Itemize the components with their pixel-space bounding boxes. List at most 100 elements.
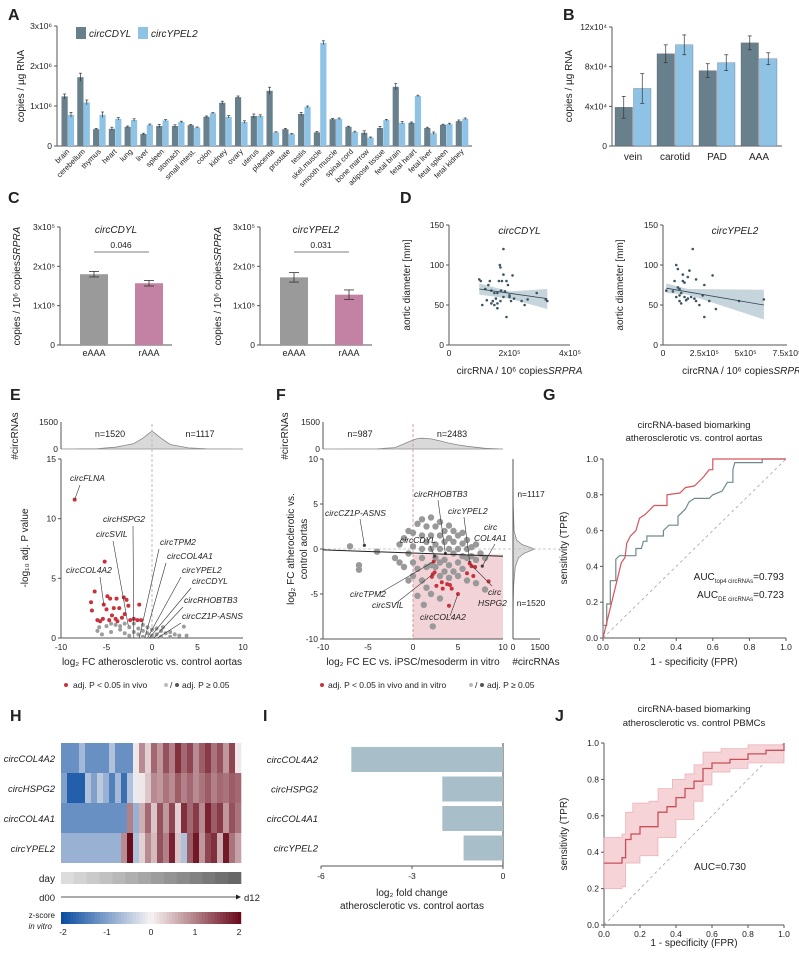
d1-title: circCDYL [498,226,540,237]
e-point-nonsignificant [97,625,102,630]
j-diagonal-reference [603,742,785,926]
e-point-significant [105,594,110,599]
c2-y-tick-label: 0 [250,340,255,350]
h-heatmap-cell [73,743,80,773]
h-heatmap-cell [199,803,206,833]
panel-letter-A: A [8,7,20,24]
h-heatmap-cell [67,743,74,773]
h-colorbar-cell [79,912,83,924]
f-point-nonsignificant [450,568,457,575]
e-legend-nonsignificant-marker-dark [175,683,179,687]
f-point-nonsignificant [427,514,435,521]
a-bar-circYPEL2 [383,120,390,146]
h-day-gradient-cell [73,872,88,884]
f-label-leader-line [379,561,434,594]
f-point-nonsignificant [445,545,453,553]
f-legend-nonsignificant-marker-dark [480,683,484,687]
e-x-tick-label: 10 [238,642,248,652]
e-point-significant [139,618,144,623]
h-colorbar-cell [169,912,173,924]
a-bar-circCDYL [424,128,431,146]
f-point-significant [471,574,476,578]
a-bar-circYPEL2 [194,127,201,146]
d1-data-point [496,306,499,310]
h-heatmap-cell [103,773,110,803]
e-gene-label: circHSPG2 [103,514,145,524]
a-bar-circCDYL [187,125,194,146]
c1-bar-eAAA [80,274,108,345]
f-point-nonsignificant [436,532,444,539]
f-x-tick-label: 0 [411,642,416,652]
d2-data-point [698,303,701,307]
d2-y-tick-label: 150 [644,220,658,230]
h-heatmap-cell [187,803,194,833]
g-x-tick-label: 1.0 [780,642,792,652]
e-n-right: n=1117 [186,429,215,439]
h-heatmap-cell [223,803,230,833]
c1-y-tick-label: 2x10⁵ [33,261,55,271]
a-bar-circYPEL2 [446,124,453,146]
h-row-label: circHSPG2 [8,784,56,795]
f-legend-separator: / [475,680,478,690]
d2-x-axis-label: circRNA / 10⁶ copiesSRPRA [682,366,799,377]
b-x-tick-label: AAA [749,152,769,163]
g-y-tick-label: 1.0 [586,454,598,464]
f-point-nonsignificant [346,543,354,550]
h-colorbar-cell [229,912,233,924]
e-legend-significant-label: adj. P < 0.05 in vivo [73,680,148,690]
h-heatmap-cell [139,743,146,773]
g-auc-label-top4-part: =0.793 [753,572,784,583]
h-heatmap-cell [85,803,92,833]
a-bar-circCDYL [361,132,368,146]
f-point-nonsignificant [414,520,421,527]
e-gene-label: circRHOBTB3 [184,595,238,605]
e-label-leader-line [112,540,129,627]
f-point-nonsignificant [418,532,426,539]
h-heatmap-cell [109,833,116,863]
d2-data-point [678,287,681,291]
c1-x-tick-label: rAAA [138,348,159,358]
d2-regression-line [666,287,764,306]
e-point-significant [102,559,107,564]
e-point-nonsignificant [145,625,150,630]
h-colorbar-cell [193,912,197,924]
d1-data-point [496,302,499,305]
g-y-tick-label: 0.6 [586,526,598,536]
d2-y-tick-label: 0 [653,340,658,350]
h-heatmap-cell [133,803,140,833]
a-y-tick-label: 0 [47,141,52,151]
i-x-axis-label: log₂ fold change [376,888,448,899]
a-y-tick-label: 2x10⁶ [30,61,52,71]
h-colorbar-cell [208,912,212,924]
h-heatmap-cell [121,743,128,773]
g-title: circRNA-based biomarking [638,420,751,431]
h-row-label: circYPEL2 [11,844,56,855]
h-heatmap-cell [151,773,158,803]
f-y-axis-label-line2: control aortas [299,519,310,580]
d1-data-point [511,274,514,277]
c2-bar-rAAA [335,294,363,345]
f-point-nonsignificant [405,550,412,557]
f-point-nonsignificant [472,580,480,587]
e-y-tick-label: 0 [51,633,56,643]
f-point-significant [449,586,454,591]
a-bar-circYPEL2 [414,96,422,146]
d1-data-point [490,302,493,305]
h-day-gradient-cell [215,872,229,884]
h-heatmap-cell [193,803,200,833]
g-x-tick-label: 0.2 [634,642,646,652]
d1-x-tick-label: 0 [447,348,452,358]
f-point-nonsignificant [450,538,457,545]
h-heatmap-cell [115,743,122,773]
h-heatmap-cell [157,743,164,773]
h-heatmap-cell [235,833,242,863]
h-heatmap-cell [85,743,92,773]
d1-regression-line [479,288,548,299]
h-heatmap-cell [73,803,80,833]
h-heatmap-cell [61,803,68,833]
f-y-tick-label: 10 [309,454,319,464]
h-colorbar-cell [67,912,71,924]
f-point-nonsignificant [418,545,426,553]
b-bar-circYPEL2 [759,58,778,147]
f-point-nonsignificant [459,529,466,536]
